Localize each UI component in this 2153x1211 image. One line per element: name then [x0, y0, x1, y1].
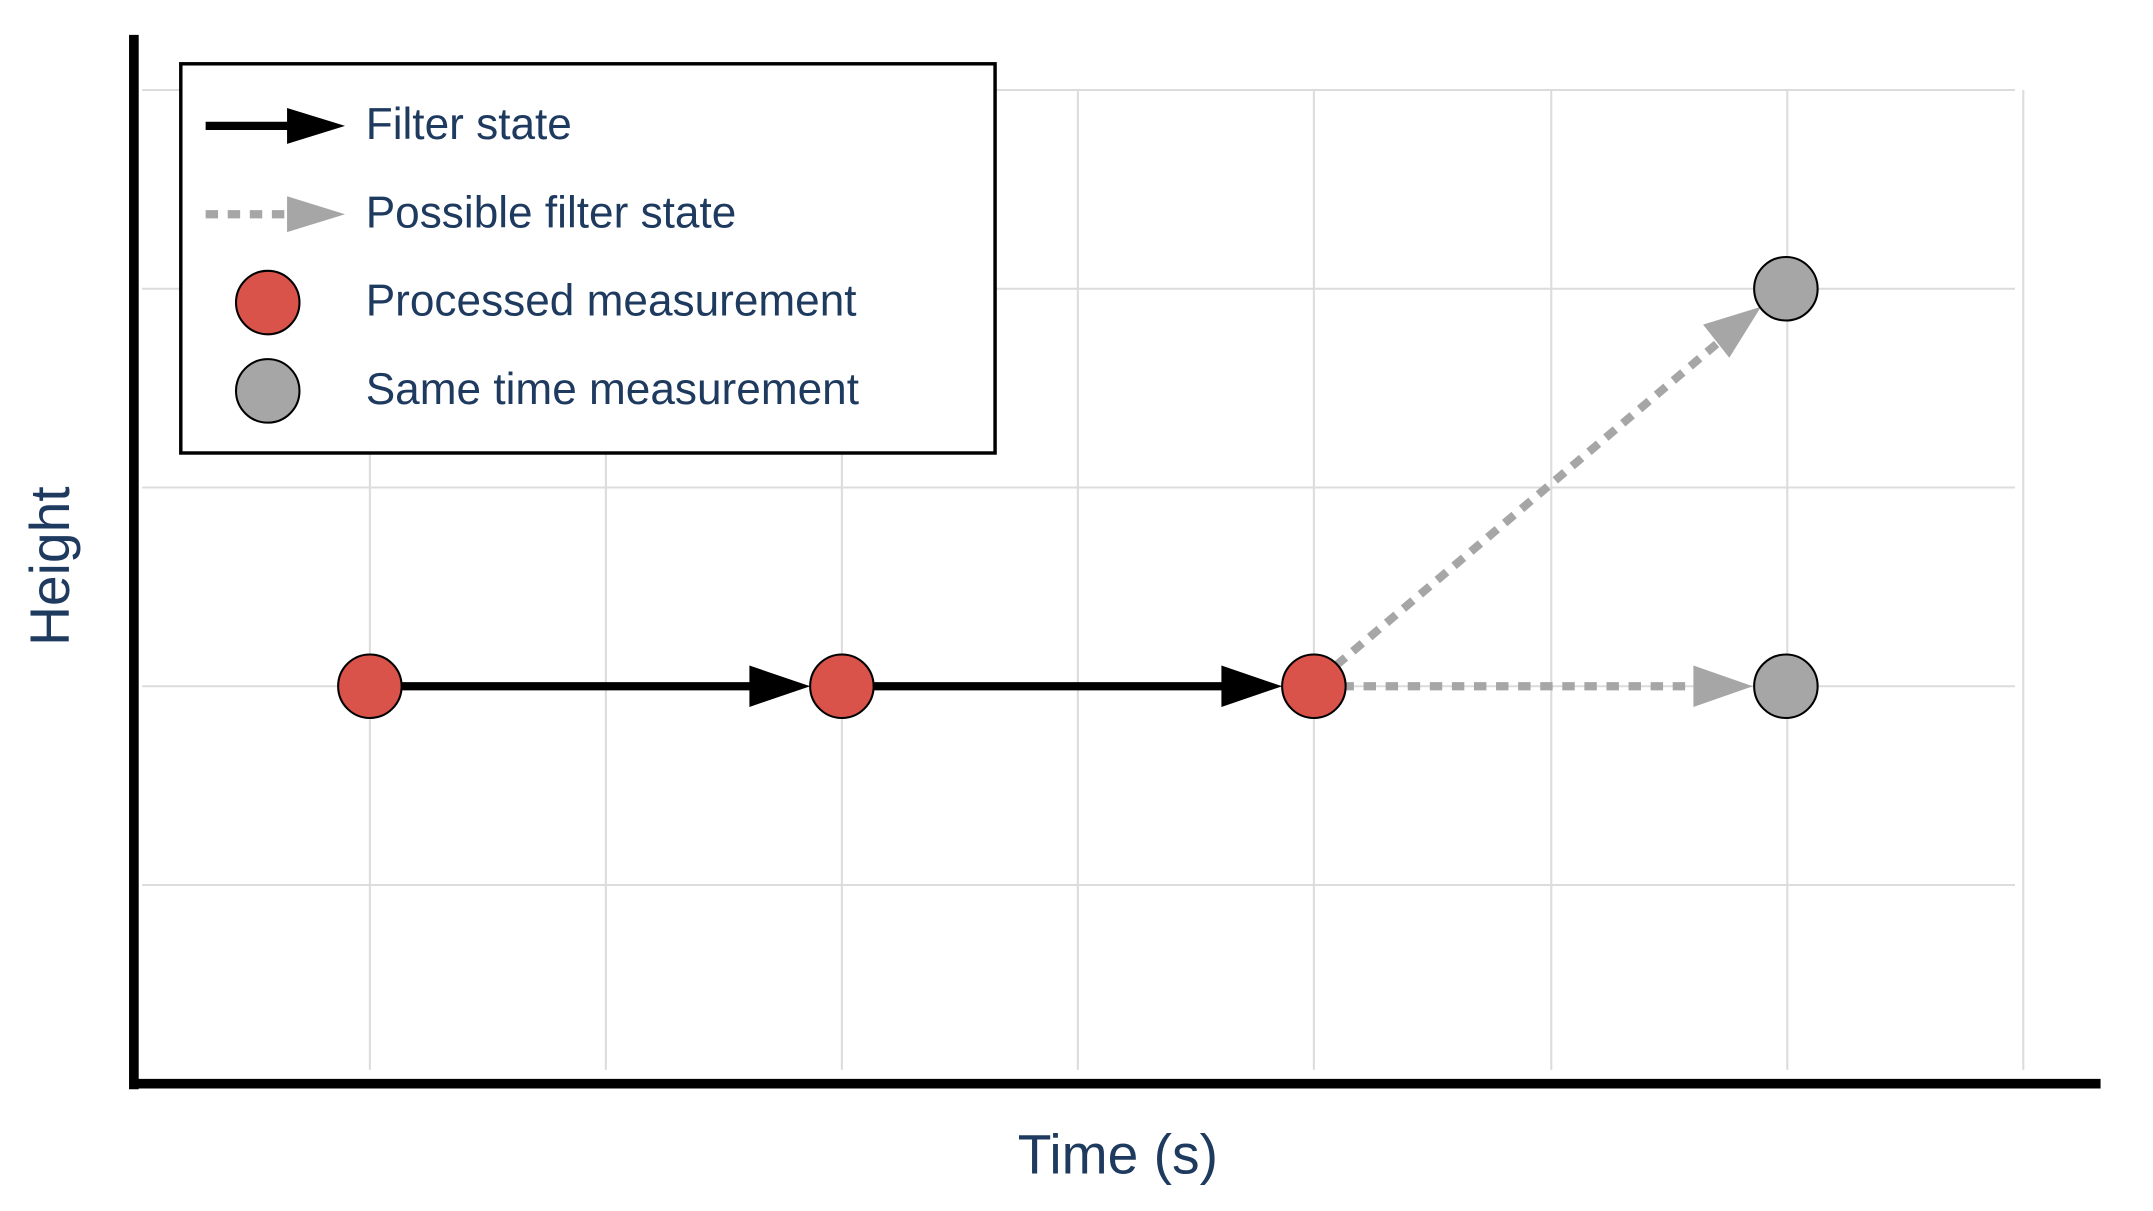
- legend-label: Processed measurement: [366, 277, 857, 326]
- legend-label: Filter state: [366, 100, 572, 149]
- legend-label: Same time measurement: [366, 365, 859, 414]
- y-axis-label: Height: [19, 486, 81, 646]
- points: [337, 255, 1819, 720]
- filter-arrows: [400, 665, 1283, 707]
- x-axis-label: Time (s): [1018, 1123, 1218, 1185]
- possible-arrows: [1333, 306, 1762, 707]
- legend: Filter state Possible filter state Proce…: [179, 62, 997, 455]
- legend-label: Possible filter state: [366, 188, 737, 237]
